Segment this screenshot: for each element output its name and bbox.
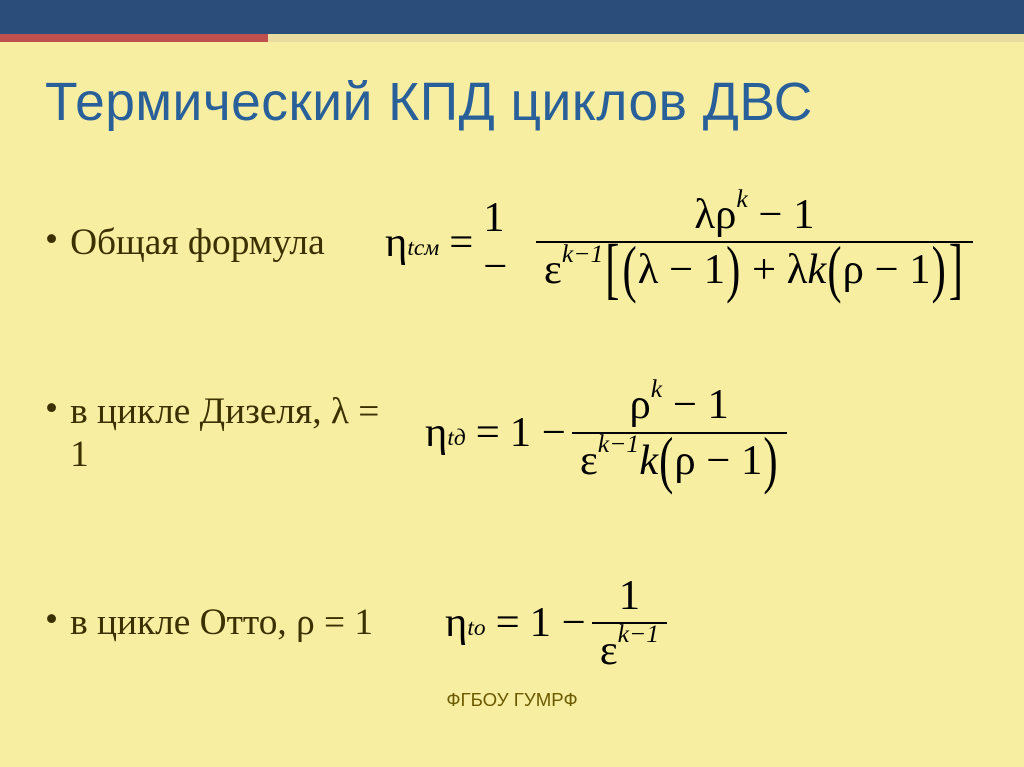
num-term: λρ xyxy=(694,191,736,238)
bullet-marker: • xyxy=(45,601,58,638)
eta-symbol: η xyxy=(445,598,467,647)
rparen: ) xyxy=(763,424,777,498)
k-italic: k xyxy=(639,437,658,484)
eta-sub: tо xyxy=(467,615,485,642)
k-italic: k xyxy=(807,246,826,293)
bullet-marker: • xyxy=(45,221,58,258)
eta-sub: tсм xyxy=(407,235,439,262)
num-minus: − 1 xyxy=(748,191,815,238)
fraction-diesel: ρk − 1 εk−1k(ρ − 1) xyxy=(572,378,787,486)
lparen: ( xyxy=(659,424,673,498)
fraction-otto: 1 εk−1 xyxy=(592,569,667,677)
formula-diesel: ηtд = 1 − ρk − 1 εk−1k(ρ − 1) xyxy=(385,378,979,486)
formula-general: ηtсм = 1 − λρk − 1 εk−1[(λ − 1) + λk(ρ −… xyxy=(385,188,979,296)
bullet-general: • Общая формула xyxy=(45,221,385,264)
footer-text: ФГБОУ ГУМРФ xyxy=(0,689,1024,711)
den-eps: ε xyxy=(580,437,598,484)
one-minus: 1 − xyxy=(483,193,530,291)
header-bar xyxy=(0,0,1024,34)
accent-strip-beige xyxy=(268,34,1024,42)
slide-title: Термический КПД циклов ДВС xyxy=(45,72,979,133)
lparen1: ( xyxy=(622,233,636,307)
rparen1: ) xyxy=(726,233,740,307)
bullet-diesel: • в цикле Дизеля, λ = 1 xyxy=(45,390,385,476)
eta-sub: tд xyxy=(447,425,465,452)
equals-sign: = xyxy=(496,598,520,647)
bullet-label: Общая формула xyxy=(70,221,325,264)
p1-inner: λ − 1 xyxy=(638,246,725,293)
slide-body: Термический КПД циклов ДВС • Общая форму… xyxy=(0,42,1024,767)
num-rho: ρ xyxy=(630,382,651,429)
lparen2: ( xyxy=(827,233,841,307)
eta-symbol: η xyxy=(385,218,407,267)
fraction-general: λρk − 1 εk−1[(λ − 1) + λk(ρ − 1)] xyxy=(536,188,973,296)
accent-strip-red xyxy=(0,34,268,42)
bullet-row-general: • Общая формула ηtсм = 1 − λρk − 1 εk−1[… xyxy=(45,188,979,296)
rparen2: ) xyxy=(932,233,946,307)
formula-otto: ηtо = 1 − 1 εk−1 xyxy=(385,569,979,677)
den-eps: ε xyxy=(600,627,618,674)
equals-sign: = xyxy=(449,218,473,267)
equals-sign: = xyxy=(476,408,500,457)
den-eps-sup: k−1 xyxy=(598,429,639,458)
one-minus: 1 − xyxy=(510,408,566,457)
den-eps-sup: k−1 xyxy=(562,239,603,268)
content-area: • Общая формула ηtсм = 1 − λρk − 1 εk−1[… xyxy=(45,188,979,677)
num-one: 1 xyxy=(611,569,648,622)
one-minus: 1 − xyxy=(530,598,586,647)
p2-inner: ρ − 1 xyxy=(843,246,931,293)
p-inner: ρ − 1 xyxy=(674,437,762,484)
bullet-label: в цикле Отто, ρ = 1 xyxy=(70,601,373,644)
eta-symbol: η xyxy=(425,408,447,457)
rbracket: ] xyxy=(949,231,963,309)
num-minus: − 1 xyxy=(662,382,729,429)
bullet-marker: • xyxy=(45,390,58,427)
bullet-row-diesel: • в цикле Дизеля, λ = 1 ηtд = 1 − ρk − 1… xyxy=(45,378,979,486)
den-eps: ε xyxy=(544,246,562,293)
bullet-otto: • в цикле Отто, ρ = 1 xyxy=(45,601,385,644)
bullet-row-otto: • в цикле Отто, ρ = 1 ηtо = 1 − 1 εk−1 xyxy=(45,569,979,677)
num-sup: k xyxy=(736,184,747,213)
lbracket: [ xyxy=(605,231,619,309)
den-eps-sup: k−1 xyxy=(618,619,659,648)
num-sup: k xyxy=(651,374,662,403)
bullet-label: в цикле Дизеля, λ = 1 xyxy=(70,390,385,476)
plus: + λ xyxy=(741,246,807,293)
